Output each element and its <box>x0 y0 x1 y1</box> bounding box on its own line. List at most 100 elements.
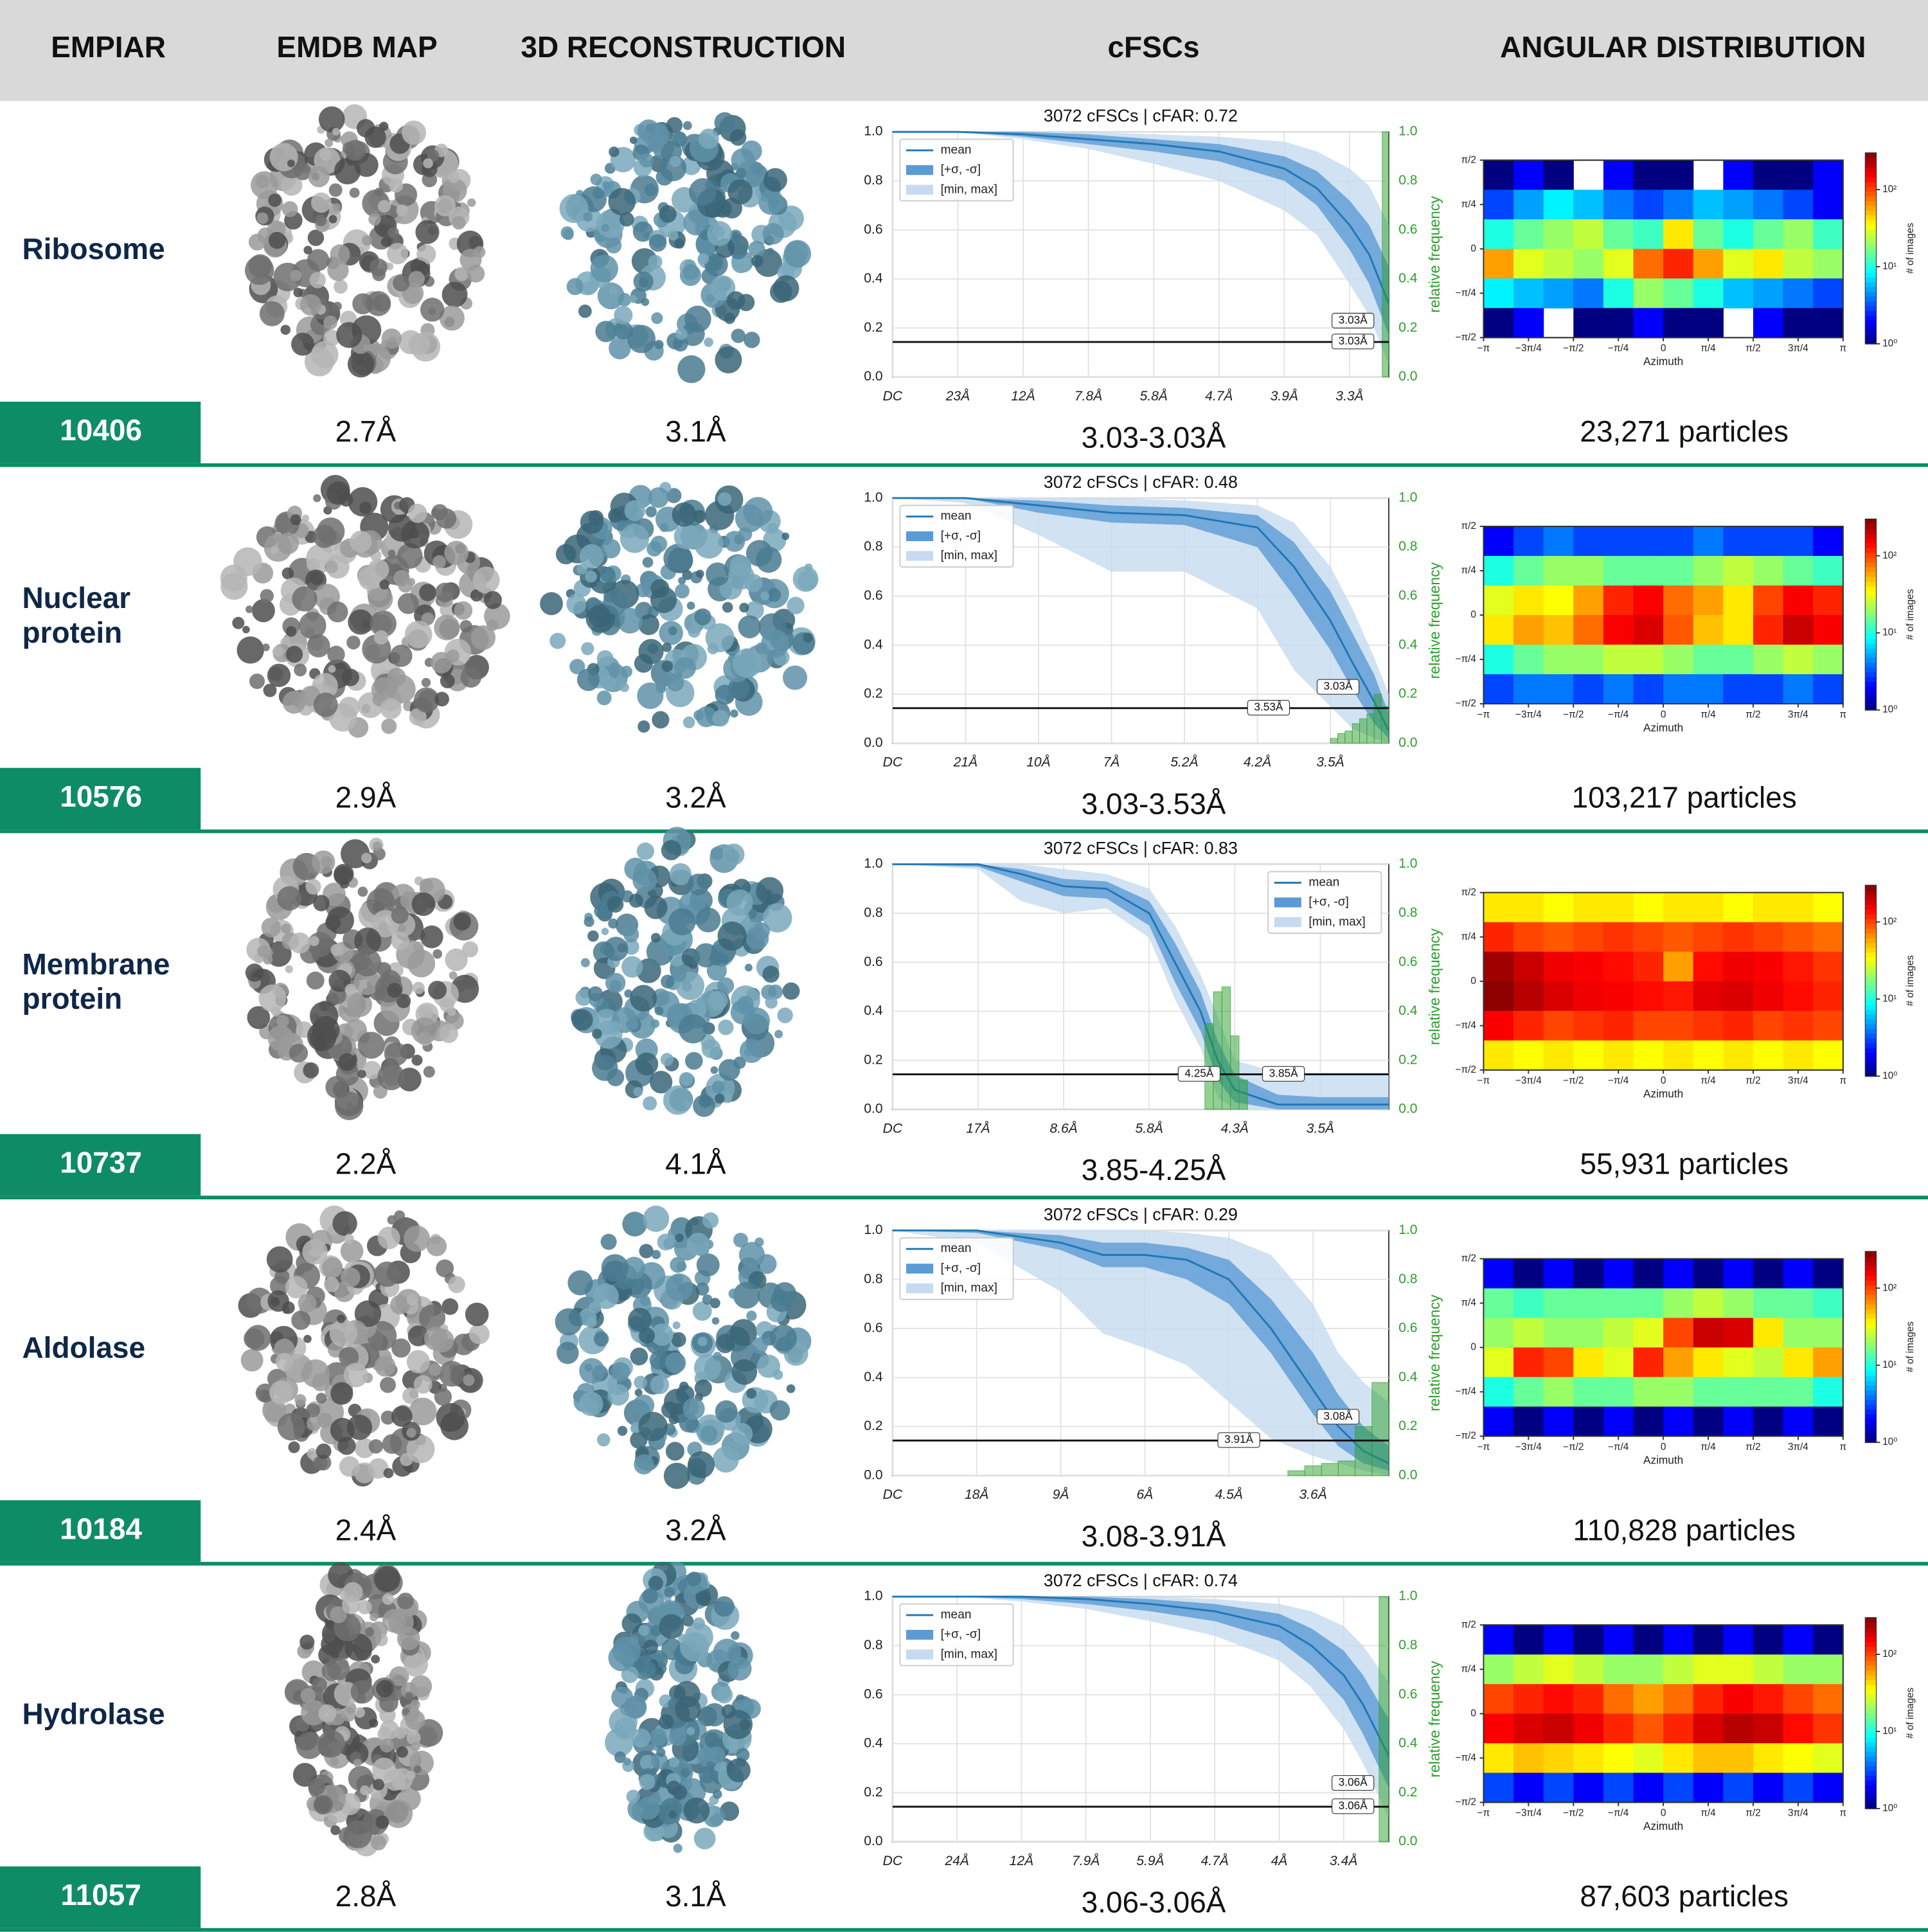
heatmap-cell <box>1603 526 1634 557</box>
heatmap-cell <box>1573 555 1604 586</box>
heatmap-cell <box>1633 278 1664 309</box>
colorbar-segment <box>1865 1799 1877 1805</box>
structure-blob <box>608 918 619 929</box>
structure-blob <box>330 1825 341 1836</box>
colorbar-segment <box>1865 623 1877 630</box>
colorbar-segment <box>1865 909 1877 915</box>
annotation-box <box>1332 1775 1375 1791</box>
structure-blob <box>394 1210 406 1222</box>
colorbar-segment <box>1865 1737 1877 1742</box>
structure-blob <box>669 863 692 886</box>
heatmap-cell <box>1633 1773 1664 1803</box>
heatmap-cell <box>1633 308 1664 338</box>
heatmap-cell <box>1573 1010 1604 1041</box>
structure-blob <box>436 1402 465 1432</box>
structure-blob <box>639 153 654 168</box>
heatmap-cell <box>1483 981 1514 1012</box>
structure-blob <box>435 582 455 603</box>
heatmap-cell <box>1573 615 1604 645</box>
structure-blob <box>566 594 587 614</box>
x-tick-label: 4.7Å <box>1201 1854 1229 1868</box>
colorbar-segment <box>1865 913 1877 920</box>
mean-line <box>892 1595 1390 1757</box>
heatmap-cell <box>1513 278 1544 309</box>
x-tick-label: 3.5Å <box>1307 1121 1334 1136</box>
heatmap-cell <box>1513 1625 1544 1655</box>
heatmap-cell <box>1723 1040 1754 1071</box>
structure-blob <box>620 524 650 553</box>
y-tick-label: 0.8 <box>864 906 882 920</box>
heatmap-cell <box>1813 1406 1844 1437</box>
y2-tick-label: 1.0 <box>1398 124 1417 139</box>
colorbar-tick-label: 10² <box>1882 184 1897 195</box>
structure-blob <box>634 1375 647 1390</box>
legend-label: [+σ, -σ] <box>941 1628 981 1641</box>
structure-blob <box>774 1030 783 1039</box>
heatmap-cell <box>1693 1625 1724 1655</box>
colorbar-segment <box>1865 1694 1877 1700</box>
heatmap-cell <box>1633 1654 1664 1685</box>
reconstruction-resolution: 4.1Å <box>665 1147 726 1180</box>
heatmap-cell <box>1513 1040 1544 1071</box>
y2-tick-label: 0.4 <box>1398 1736 1418 1751</box>
structure-blob <box>454 267 469 282</box>
row-separator <box>0 1195 1928 1200</box>
structure-blob <box>683 121 692 130</box>
heatmap-cell <box>1603 308 1634 338</box>
structure-blob <box>324 1276 339 1292</box>
heatmap-cell <box>1753 892 1784 923</box>
histogram-bar <box>1359 718 1368 744</box>
heatmap-cell <box>1813 1654 1844 1685</box>
structure-blob <box>729 129 747 146</box>
x-tick-label: π/4 <box>1700 1075 1716 1086</box>
structure-blob <box>611 1362 630 1382</box>
colorbar-segment <box>1865 1784 1877 1791</box>
structure-blob <box>765 996 778 1009</box>
structure-blob <box>681 322 705 346</box>
x-tick-label: 3π/4 <box>1788 1075 1808 1086</box>
chart-title: 3072 cFSCs | cFAR: 0.72 <box>1044 106 1238 125</box>
structure-blob <box>357 1032 385 1059</box>
structure-blob <box>643 1096 657 1111</box>
structure-blob <box>767 523 779 535</box>
heatmap-cell <box>1483 615 1514 645</box>
structure-blob <box>277 532 299 555</box>
annotation-box <box>1316 679 1360 695</box>
structure-blob <box>384 1768 406 1791</box>
heatmap-cell <box>1603 981 1634 1012</box>
heatmap-cell <box>1783 1347 1814 1378</box>
colorbar-frame <box>1864 1617 1877 1809</box>
heatmap-cell <box>1753 1406 1784 1437</box>
colorbar-segment <box>1865 885 1877 891</box>
structure-blob <box>631 1728 651 1748</box>
structure-blob <box>683 1100 692 1109</box>
colorbar-segment <box>1865 1042 1877 1048</box>
heatmap-cell <box>1483 1713 1514 1744</box>
structure-blob <box>730 1319 758 1346</box>
particle-count: 103,217 particles <box>1572 781 1797 814</box>
y-tick-label: 1.0 <box>864 856 882 871</box>
colorbar-segment <box>1865 272 1877 278</box>
x-tick-label: 5.9Å <box>1136 1854 1164 1868</box>
heatmap-cell <box>1693 1010 1724 1041</box>
colorbar-segment <box>1865 286 1877 292</box>
heatmap-cell <box>1753 1713 1784 1744</box>
structure-blob <box>268 193 281 207</box>
heatmap-cell <box>1513 1377 1544 1408</box>
histogram-bar <box>1371 1382 1389 1476</box>
heatmap-cell <box>1483 1347 1514 1378</box>
chart-title: 3072 cFSCs | cFAR: 0.74 <box>1044 1571 1238 1590</box>
structure-blob <box>668 229 679 240</box>
structure-blob <box>603 589 629 614</box>
structure-blob <box>364 126 386 148</box>
structure-blob <box>380 698 402 720</box>
empiar-id: 10737 <box>60 1146 142 1179</box>
legend-label: [min, max] <box>1308 915 1365 929</box>
colorbar-segment <box>1865 215 1877 220</box>
structure-blob <box>434 195 456 217</box>
y2-tick-label: 0.4 <box>1398 1003 1418 1018</box>
structure-blob <box>313 895 330 911</box>
structure-blob <box>683 1397 705 1420</box>
structure-blob <box>412 981 425 994</box>
